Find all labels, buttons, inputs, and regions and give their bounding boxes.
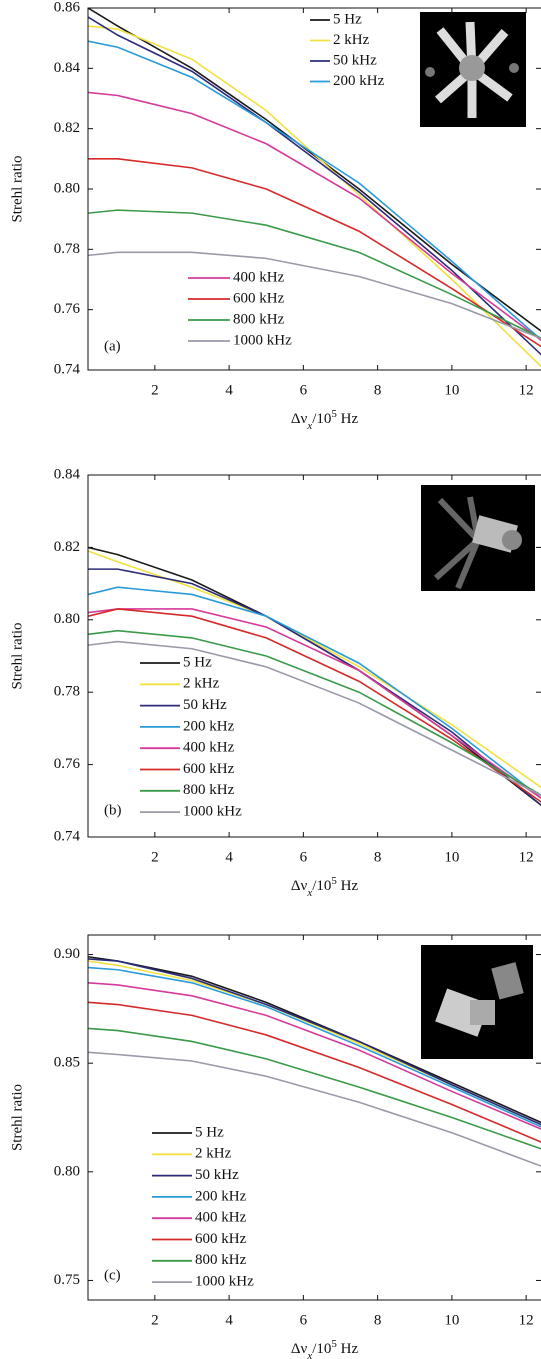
panel-label: (c)	[104, 1267, 121, 1283]
axes-frame	[87, 934, 541, 1301]
legend-label: 1000 kHz	[183, 804, 242, 820]
y-tick-label: 0.86	[54, 0, 81, 15]
series-line	[88, 1001, 541, 1143]
y-tick-label: 0.74	[54, 361, 81, 377]
legend-label: 5 Hz	[183, 654, 212, 670]
x-axis-label: Δνx/105 Hz	[291, 1338, 359, 1359]
y-axis-label: Strehl ratio	[9, 622, 25, 689]
series-line	[88, 966, 541, 1128]
series-line	[88, 982, 541, 1130]
x-tick-label: 12	[519, 1312, 534, 1328]
y-tick-label: 0.82	[54, 120, 80, 136]
legend-label: 800 kHz	[233, 311, 285, 327]
series-line	[88, 209, 541, 339]
legend-label: 600 kHz	[233, 290, 285, 306]
panel-label: (b)	[104, 802, 122, 818]
series-line	[88, 640, 541, 797]
y-tick-label: 0.90	[54, 946, 80, 962]
series-line	[88, 25, 541, 368]
series-line	[88, 629, 541, 796]
plot-lines	[88, 8, 541, 368]
series-line	[88, 1051, 541, 1167]
x-tick-label: 4	[225, 382, 233, 398]
y-tick-label: 0.75	[54, 1272, 80, 1288]
y-tick-label: 0.78	[54, 684, 80, 700]
legend-label: 2 kHz	[195, 1146, 232, 1162]
series-line	[88, 586, 541, 799]
legend-label: 200 kHz	[333, 73, 385, 89]
y-tick-label: 0.80	[54, 1163, 80, 1179]
x-tick-label: 6	[300, 382, 308, 398]
y-tick-label: 0.74	[54, 828, 81, 844]
plot-lines	[88, 546, 541, 807]
x-tick-label: 2	[151, 382, 159, 398]
series-line	[88, 1027, 541, 1150]
y-tick-label: 0.82	[54, 539, 80, 555]
legend-label: 2 kHz	[183, 676, 220, 692]
x-tick-label: 6	[300, 1312, 308, 1328]
inset-image-b	[421, 485, 535, 591]
series-line	[88, 608, 541, 803]
y-tick-label: 0.84	[54, 466, 81, 482]
legend-label: 5 Hz	[333, 11, 362, 27]
series-line	[88, 40, 541, 341]
y-tick-label: 0.76	[54, 756, 81, 772]
x-tick-label: 8	[374, 1312, 382, 1328]
series-line	[88, 568, 541, 807]
axes-frame	[87, 474, 541, 838]
y-tick-label: 0.85	[54, 1055, 80, 1071]
legend-label: 600 kHz	[183, 761, 235, 777]
series-line	[88, 158, 541, 348]
axes-frame	[87, 7, 541, 371]
legend-label: 400 kHz	[233, 269, 285, 285]
panel-label: (a)	[104, 338, 121, 354]
y-tick-label: 0.84	[54, 60, 81, 76]
x-tick-label: 12	[519, 382, 534, 398]
inset-image-c	[421, 945, 533, 1059]
legend-label: 1000 kHz	[233, 332, 292, 348]
legend-label: 600 kHz	[195, 1231, 247, 1247]
x-tick-label: 10	[444, 382, 459, 398]
x-tick-label: 8	[374, 849, 382, 865]
legend-label: 50 kHz	[195, 1167, 239, 1183]
x-tick-label: 8	[374, 382, 382, 398]
legend-label: 1000 kHz	[195, 1274, 254, 1290]
x-tick-label: 10	[444, 1312, 459, 1328]
series-line	[88, 8, 541, 333]
x-tick-label: 6	[300, 849, 308, 865]
legend-label: 200 kHz	[195, 1188, 247, 1204]
x-tick-label: 4	[225, 849, 233, 865]
x-tick-label: 2	[151, 1312, 159, 1328]
y-axis-label: Strehl ratio	[9, 1084, 25, 1151]
x-axis-label: Δνx/105 Hz	[291, 875, 359, 899]
legend-label: 2 kHz	[333, 32, 370, 48]
legend-label: 5 Hz	[195, 1124, 224, 1140]
legend-label: 800 kHz	[195, 1252, 247, 1268]
inset-image-a	[420, 12, 526, 127]
x-tick-label: 2	[151, 849, 159, 865]
series-line	[88, 958, 541, 1126]
legend-label: 200 kHz	[183, 718, 235, 734]
legend-label: 400 kHz	[183, 740, 235, 756]
x-tick-label: 4	[225, 1312, 233, 1328]
y-tick-label: 0.80	[54, 611, 80, 627]
y-tick-label: 0.76	[54, 301, 81, 317]
legend-label: 50 kHz	[333, 52, 377, 68]
legend-label: 400 kHz	[195, 1210, 247, 1226]
series-line	[88, 251, 541, 340]
series-line	[88, 91, 541, 342]
plot-lines	[88, 955, 541, 1167]
x-tick-label: 12	[519, 849, 534, 865]
legend-label: 800 kHz	[183, 782, 235, 798]
y-tick-label: 0.78	[54, 241, 80, 257]
x-tick-label: 10	[444, 849, 459, 865]
y-axis-label: Strehl ratio	[9, 155, 25, 222]
y-tick-label: 0.80	[54, 180, 80, 196]
legend-label: 50 kHz	[183, 697, 227, 713]
x-axis-label: Δνx/105 Hz	[291, 408, 359, 432]
